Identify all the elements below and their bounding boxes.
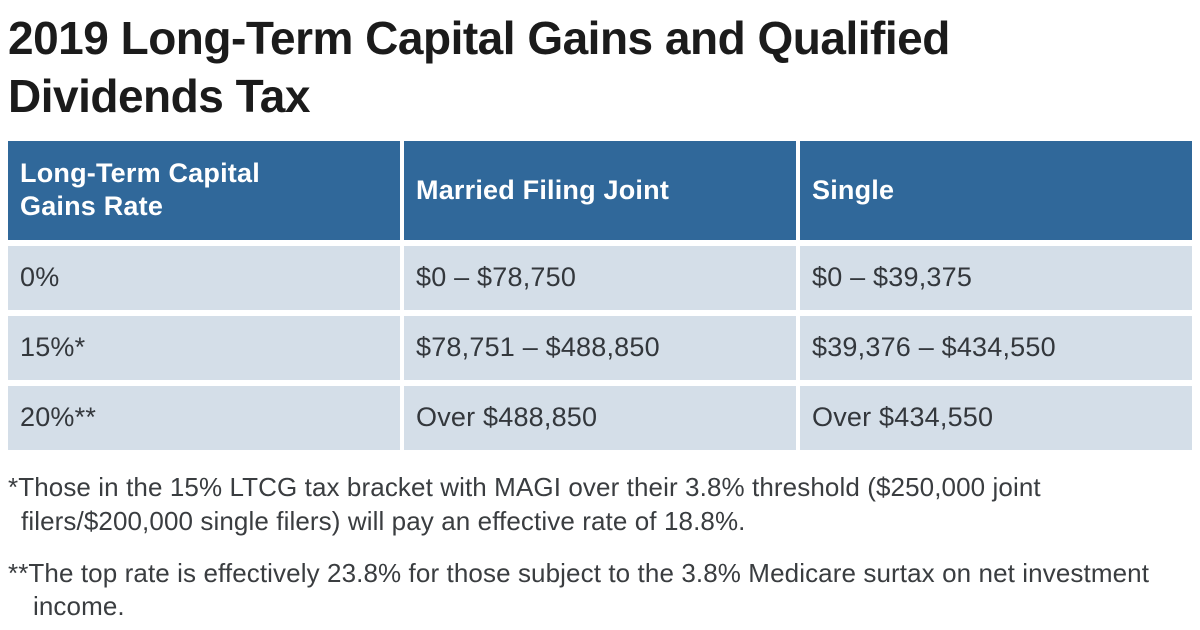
footnotes-section: *Those in the 15% LTCG tax bracket with … xyxy=(8,471,1186,624)
cell-value: 15%* xyxy=(20,332,86,363)
table-row-2-single: Over $434,550 xyxy=(800,385,1192,450)
table-row-0-rate: 0% xyxy=(8,245,400,310)
column-header-label: Single xyxy=(812,174,895,205)
table-row-2-married: Over $488,850 xyxy=(404,385,796,450)
column-header-label: Long-Term Capital Gains Rate xyxy=(20,157,260,222)
table-row-1-single: $39,376 – $434,550 xyxy=(800,315,1192,380)
table-row-0-married: $0 – $78,750 xyxy=(404,245,796,310)
footnote-top-rate: **The top rate is effectively 23.8% for … xyxy=(8,557,1150,622)
cell-value: $39,376 – $434,550 xyxy=(812,332,1056,363)
page-title: 2019 Long-Term Capital Gains and Qualifi… xyxy=(8,12,950,122)
tax-brackets-table: Long-Term Capital Gains Rate Married Fil… xyxy=(8,140,1192,450)
table-row-2-rate: 20%** xyxy=(8,385,400,450)
table-row-1-married: $78,751 – $488,850 xyxy=(404,315,796,380)
footnote-15-percent: *Those in the 15% LTCG tax bracket with … xyxy=(8,471,1041,536)
column-header-married-filing-joint: Married Filing Joint xyxy=(404,140,796,240)
cell-value: $78,751 – $488,850 xyxy=(416,332,660,363)
column-header-ltcg-rate: Long-Term Capital Gains Rate xyxy=(8,140,400,240)
cell-value: 20%** xyxy=(20,402,97,433)
cell-value: 0% xyxy=(20,262,60,293)
table-row-0-single: $0 – $39,375 xyxy=(800,245,1192,310)
cell-value: $0 – $78,750 xyxy=(416,262,577,293)
column-header-label: Married Filing Joint xyxy=(416,174,670,205)
column-header-single: Single xyxy=(800,140,1192,240)
cell-value: Over $434,550 xyxy=(812,402,994,433)
cell-value: $0 – $39,375 xyxy=(812,262,973,293)
table-row-1-rate: 15%* xyxy=(8,315,400,380)
cell-value: Over $488,850 xyxy=(416,402,598,433)
